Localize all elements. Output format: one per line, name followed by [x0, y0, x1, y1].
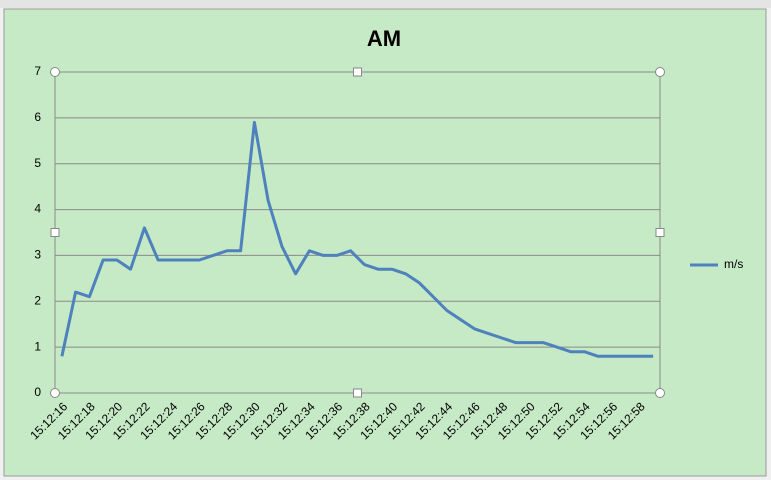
- y-tick-label: 4: [34, 202, 41, 216]
- y-tick-label: 2: [34, 293, 41, 307]
- legend-label: m/s: [724, 257, 743, 271]
- y-tick-label: 5: [34, 156, 41, 170]
- y-tick-label: 0: [34, 385, 41, 399]
- y-tick-label: 3: [34, 248, 41, 262]
- resize-handle[interactable]: [655, 67, 665, 77]
- resize-handle[interactable]: [50, 388, 60, 398]
- resize-handle[interactable]: [655, 388, 665, 398]
- resize-handle[interactable]: [655, 228, 665, 237]
- resize-handle[interactable]: [50, 228, 60, 237]
- y-tick-label: 7: [34, 64, 41, 78]
- y-tick-label: 6: [34, 110, 41, 124]
- resize-handle[interactable]: [353, 67, 362, 77]
- chart-title: AM: [367, 26, 401, 51]
- y-tick-label: 1: [34, 339, 41, 353]
- window-strip: [0, 0, 771, 8]
- resize-handle[interactable]: [50, 67, 60, 77]
- resize-handle[interactable]: [353, 388, 362, 398]
- data-line: [60, 120, 654, 358]
- chart-area[interactable]: [3, 8, 767, 477]
